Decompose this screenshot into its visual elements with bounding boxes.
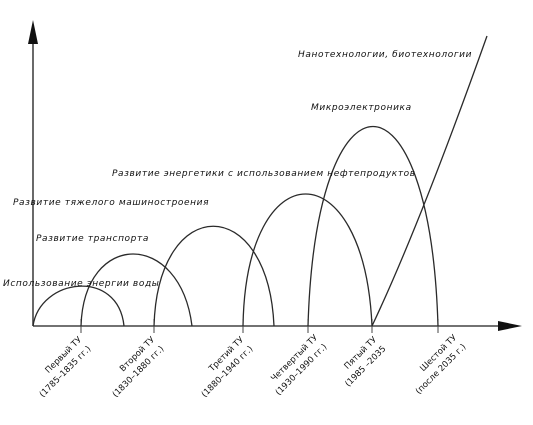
wave-curve-4 [242,193,373,327]
period-label-1: Первый ТУ (1785–1835 гг.) [38,334,93,399]
period-label-3: Третий ТУ (1880–1940 гг.) [200,334,255,399]
period-label-2: Второй ТУ (1830–1880 гг.) [111,334,166,399]
wave-labels: Использование энергии воды Развитие тран… [3,50,472,289]
wave-curve-5 [307,125,439,327]
wave-label-3: Развитие тяжелого машиностроения [13,198,209,208]
wave-curve-6 [371,35,488,327]
period-labels: Первый ТУ (1785–1835 гг.) Второй ТУ (183… [38,332,468,399]
period-label-5: Пятый ТУ (1985 –2035 [343,334,389,389]
wave-label-1: Использование энергии воды [3,279,159,289]
wave-label-4: Развитие энергетики с использованием неф… [112,169,416,179]
wave-curve-3 [153,225,275,327]
wave-curves [32,35,488,327]
wave-label-6: Нанотехнологии, биотехнологии [298,50,472,60]
y-axis-arrow [28,20,38,44]
wave-label-5: Микроэлектроника [311,103,412,113]
wave-curve-2 [80,253,193,327]
wave-curve-1 [32,285,125,327]
period-label-6: Шестой ТУ (после 2035 г.) [414,332,468,396]
axes [28,20,522,331]
period-label-4: Четвертый ТУ (1930–1990 гг.) [269,332,329,397]
x-axis-arrow [498,321,522,331]
wave-label-2: Развитие транспорта [36,234,149,244]
